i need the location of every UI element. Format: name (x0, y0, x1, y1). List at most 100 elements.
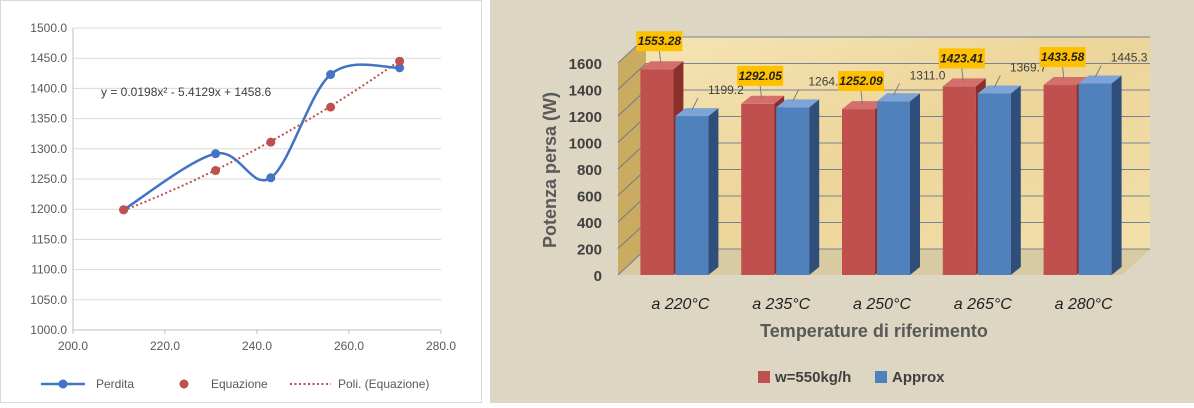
scatter-plot-svg: 1000.0 1050.0 1100.0 1150.0 1200.0 1250.0 1300… (30, 21, 456, 391)
bar-top-approx (776, 99, 820, 108)
data-label-leader (1062, 66, 1065, 82)
marker-equazione (326, 102, 336, 112)
bar-top-approx (675, 108, 719, 117)
y-tick-label: 1300.0 (30, 142, 67, 156)
x-category-label: a 265°C (954, 296, 1012, 313)
marker-perdita (211, 149, 221, 159)
x-category-label: a 235°C (752, 296, 810, 313)
y-axis-title: Potenza persa (W) (540, 92, 560, 248)
bar-approx (776, 107, 810, 275)
x-category-label: a 250°C (853, 296, 911, 313)
bar-w550 (640, 69, 674, 275)
y-tick-label: 1600 (569, 56, 602, 73)
legend-label-w550: w=550kg/h (774, 369, 851, 386)
y-tick-label: 1500.0 (30, 21, 67, 35)
bar-top-w550 (741, 95, 785, 104)
y-tick-label: 1350.0 (30, 112, 67, 126)
data-label-w550: 1423.41 (940, 51, 984, 65)
y-tick-label: 1250.0 (30, 172, 67, 186)
data-label-leader (792, 89, 800, 102)
y-tick-label: 600 (577, 189, 602, 206)
legend-label-perdita: Perdita (96, 377, 134, 391)
trendline-equation-label: y = 0.0198x² - 5.4129x + 1458.6 (101, 85, 271, 99)
bar-approx (877, 101, 910, 275)
marker-equazione (266, 137, 276, 147)
data-label-leader (893, 83, 900, 96)
data-label-approx: 1199.2 (708, 83, 744, 97)
data-label-callout (938, 48, 985, 69)
data-label-leader (691, 97, 699, 111)
bar-top-w550 (640, 61, 684, 70)
bar-top-w550 (1043, 77, 1087, 86)
bar-w550 (741, 103, 775, 275)
data-label-callout (737, 65, 784, 86)
y-tick-label: 400 (577, 215, 602, 232)
data-label-w550: 1292.05 (739, 69, 783, 83)
x-tick-label: 200.0 (58, 339, 88, 353)
bar-chart-svg: 0 200 400 600 800 1000 1200 1400 1600 1553.28 1199… (490, 0, 1194, 403)
marker-equazione (119, 205, 129, 215)
data-label-leader (993, 75, 1001, 88)
x-tick-label: 260.0 (334, 339, 364, 353)
y-tick-label: 1050.0 (30, 293, 67, 307)
bar-top-approx (977, 85, 1021, 94)
legend-label-equazione: Equazione (211, 377, 268, 391)
legend-label-trendline: Poli. (Equazione) (338, 377, 429, 391)
marker-equazione (395, 56, 405, 66)
bar-approx (977, 93, 1011, 276)
y-tick-label: 200 (577, 242, 602, 259)
x-category-label: a 280°C (1055, 296, 1113, 313)
data-label-w550: 1553.28 (638, 34, 682, 48)
data-label-callout (838, 71, 884, 92)
bar-top-w550 (942, 78, 986, 87)
y-tick-label: 1200.0 (30, 202, 67, 216)
x-tick-label: 220.0 (150, 339, 180, 353)
data-label-approx: 1311.0 (910, 68, 946, 82)
data-label-callout (636, 31, 683, 52)
y-tick-label: 1200 (569, 109, 602, 126)
bar-top-approx (1078, 75, 1122, 84)
bar-w550 (942, 86, 976, 275)
bar-approx (675, 116, 709, 275)
bar-side-approx (910, 93, 920, 275)
x-tick-label: 280.0 (426, 339, 456, 353)
y-tick-label: 1150.0 (31, 232, 67, 246)
data-label-leader (658, 51, 662, 66)
bar-side-approx (809, 99, 820, 275)
legend-swatch-approx (875, 371, 887, 383)
bar-w550 (1043, 85, 1077, 275)
bar-top-w550 (842, 101, 885, 110)
y-tick-label: 1400 (569, 83, 602, 100)
marker-perdita (326, 70, 336, 80)
bar-side-approx (1010, 85, 1021, 276)
data-label-approx: 1445.3 (1111, 50, 1148, 64)
legend-swatch-w550 (758, 371, 770, 383)
y-tick-label: 1100.0 (31, 263, 67, 277)
chart-left-scatter: 1000.0 1050.0 1100.0 1150.0 1200.0 1250.0 1300… (0, 0, 482, 403)
data-label-leader (860, 91, 863, 106)
bar-top-approx (877, 93, 920, 102)
legend-label-approx: Approx (892, 369, 945, 386)
x-category-label: a 220°C (651, 296, 709, 313)
data-label-approx: 1264.9 (808, 74, 845, 88)
marker-perdita (266, 173, 276, 183)
y-tick-label: 1000.0 (30, 323, 67, 337)
bar-side-approx (708, 108, 719, 275)
data-label-approx: 1369.7 (1010, 61, 1047, 75)
y-tick-label: 1000 (569, 136, 602, 153)
y-tick-label: 1400.0 (30, 81, 67, 95)
x-tick-label: 240.0 (242, 339, 272, 353)
data-label-callout (1039, 47, 1086, 68)
legend-marker-perdita (58, 379, 68, 389)
y-tick-label: 1450.0 (30, 51, 67, 65)
bar-approx (1078, 83, 1112, 276)
legend-marker-equazione (179, 379, 189, 389)
y-tick-label: 800 (577, 162, 602, 179)
x-axis-title: Temperature di riferimento (760, 321, 988, 341)
data-label-leader (1094, 65, 1102, 78)
marker-perdita (395, 63, 405, 73)
data-label-leader (759, 85, 763, 100)
bar-side-approx (1111, 75, 1122, 276)
chart-right-3d-bar: 0 200 400 600 800 1000 1200 1400 1600 1553.28 1199… (490, 0, 1194, 403)
y-tick-label: 0 (594, 268, 602, 285)
